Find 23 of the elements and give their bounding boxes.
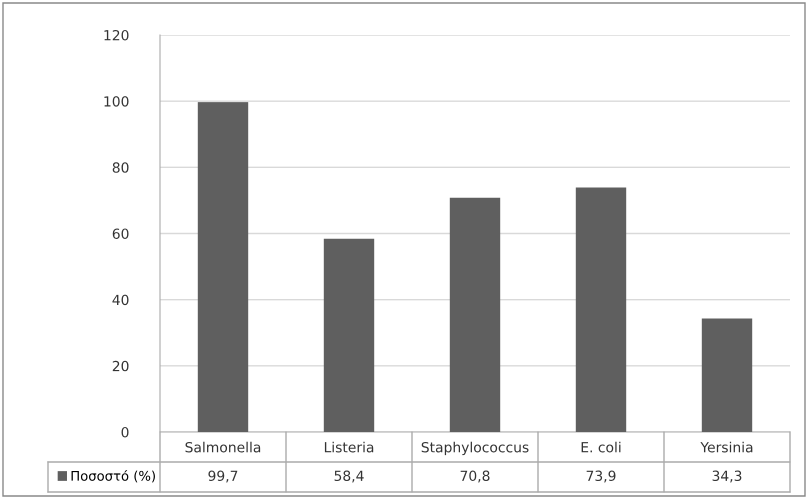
x-tick-label: Staphylococcus [422, 442, 529, 456]
data-label: 73,9 [586, 470, 616, 482]
bar [450, 198, 500, 432]
data-label: 70,8 [460, 470, 490, 482]
x-tick-label: Salmonella [186, 442, 260, 452]
x-tick-label: E. coli [582, 442, 620, 452]
data-label: 99,7 [208, 470, 238, 482]
bar [324, 238, 374, 432]
bar [576, 188, 626, 432]
y-tick-label: 100 [104, 96, 129, 107]
data-label: 58,4 [334, 470, 364, 482]
y-tick-label: 120 [104, 30, 129, 40]
y-tick-label: 40 [112, 294, 129, 306]
y-tick-label: 20 [112, 360, 129, 372]
bar [198, 102, 248, 432]
y-tick-label: 80 [112, 162, 129, 173]
x-tick-label: Yersinia [700, 442, 752, 452]
bar [702, 318, 752, 432]
legend-label: Ποσοστό (%) [72, 470, 155, 482]
y-tick-label: 60 [112, 228, 129, 239]
data-label: 34,3 [712, 470, 742, 482]
y-tick-label: 0 [122, 426, 129, 438]
x-tick-label: Listeria [324, 442, 374, 452]
